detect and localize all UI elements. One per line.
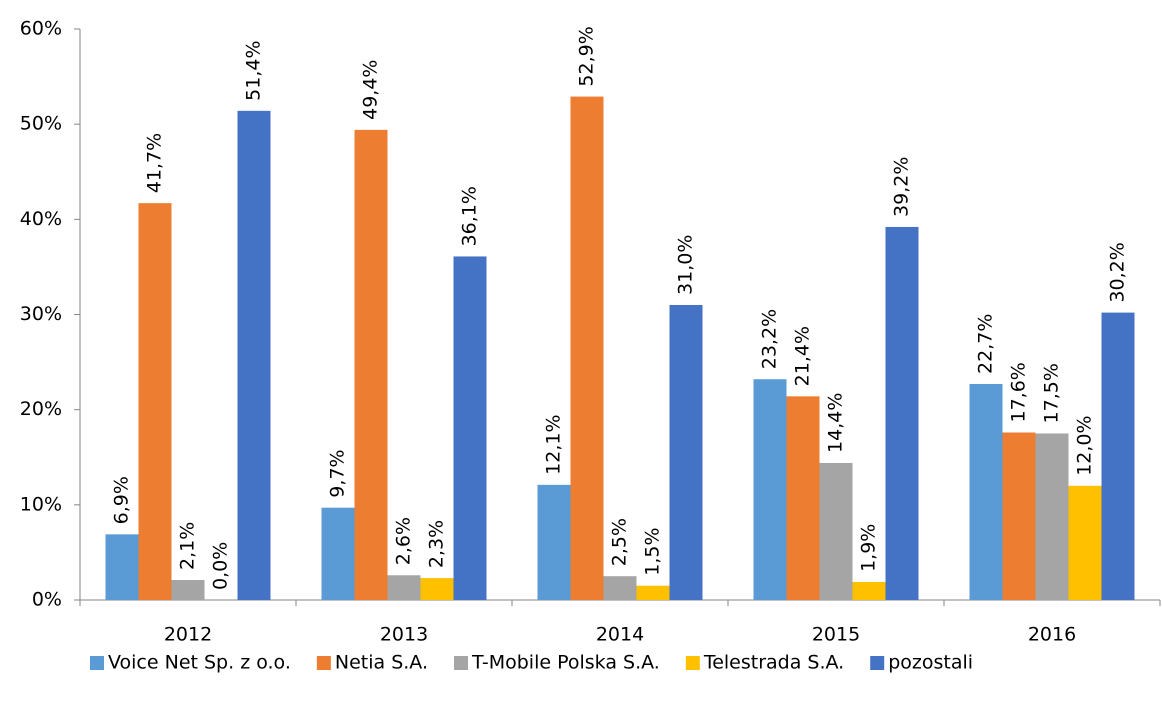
data-label: 12,1%	[543, 414, 565, 474]
bar	[603, 576, 637, 600]
data-label: 1,9%	[858, 524, 880, 572]
bar	[237, 110, 271, 601]
data-label: 6,9%	[111, 476, 133, 524]
bar	[636, 585, 670, 600]
bar	[753, 379, 787, 600]
data-label: 51,4%	[243, 40, 265, 100]
y-tick-label: 20%	[20, 398, 62, 420]
y-tick-label: 60%	[20, 18, 62, 40]
bar	[387, 575, 421, 600]
data-label: 0,0%	[210, 542, 232, 590]
data-label: 2,5%	[609, 518, 631, 566]
data-label: 1,5%	[642, 527, 664, 575]
bar	[1101, 312, 1135, 600]
data-label: 9,7%	[327, 449, 349, 497]
data-label: 22,7%	[975, 314, 997, 374]
bar	[570, 96, 604, 601]
legend-swatch	[870, 656, 885, 670]
y-tick-label: 50%	[20, 113, 62, 135]
data-label: 14,4%	[825, 393, 847, 453]
bar	[171, 580, 205, 600]
data-label: 12,0%	[1074, 415, 1096, 475]
y-tick-label: 40%	[20, 208, 62, 230]
data-label: 2,3%	[426, 520, 448, 568]
data-label: 23,2%	[759, 309, 781, 369]
data-label: 17,5%	[1041, 363, 1063, 423]
legend-label: Voice Net Sp. z o.o.	[108, 652, 291, 674]
bar	[1035, 433, 1069, 600]
legend-label: pozostali	[888, 652, 973, 674]
bar	[852, 581, 886, 600]
bar	[885, 226, 919, 601]
bar	[537, 484, 571, 600]
bar	[669, 304, 703, 600]
x-tick-label: 2012	[164, 624, 212, 646]
data-label: 49,4%	[360, 60, 382, 120]
y-tick-label: 10%	[20, 493, 62, 515]
data-label: 39,2%	[891, 157, 913, 217]
legend-swatch	[316, 656, 331, 670]
bar	[969, 383, 1003, 600]
bar	[138, 203, 172, 600]
bar	[453, 256, 487, 600]
data-label: 17,6%	[1008, 362, 1030, 422]
legend-label: Telestrada S.A.	[703, 652, 844, 674]
bar	[420, 578, 454, 600]
x-tick-label: 2016	[1028, 624, 1076, 646]
data-label: 41,7%	[144, 133, 166, 193]
legend-label: T-Mobile Polska S.A.	[471, 652, 660, 674]
data-label: 36,1%	[459, 186, 481, 246]
x-tick-label: 2014	[596, 624, 644, 646]
bar	[105, 534, 139, 600]
bar	[786, 396, 820, 600]
data-label: 2,1%	[177, 522, 199, 570]
data-label: 2,6%	[393, 517, 415, 565]
x-tick-label: 2015	[812, 624, 860, 646]
bar	[1002, 432, 1036, 600]
y-tick-label: 0%	[32, 589, 62, 611]
data-label: 31,0%	[675, 235, 697, 295]
y-tick-label: 30%	[20, 303, 62, 325]
legend-swatch	[454, 656, 468, 670]
bar	[354, 129, 388, 601]
legend-label: Netia S.A.	[335, 652, 428, 674]
bar	[1068, 485, 1102, 600]
data-label: 30,2%	[1107, 242, 1129, 302]
legend-swatch	[685, 656, 700, 670]
legend-swatch	[90, 656, 104, 670]
data-label: 21,4%	[792, 326, 814, 386]
bar	[819, 462, 853, 600]
x-tick-label: 2013	[380, 624, 428, 646]
bar	[321, 507, 355, 600]
data-label: 52,9%	[576, 26, 598, 86]
